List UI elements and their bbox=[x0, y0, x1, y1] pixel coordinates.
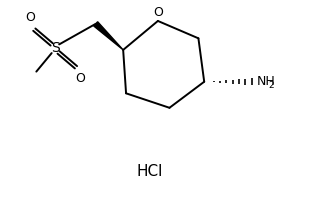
Text: NH: NH bbox=[256, 75, 275, 88]
Text: 2: 2 bbox=[268, 81, 274, 90]
Polygon shape bbox=[94, 22, 123, 50]
Text: O: O bbox=[26, 11, 35, 24]
Text: S: S bbox=[51, 41, 60, 55]
Text: O: O bbox=[153, 6, 163, 19]
Text: O: O bbox=[75, 72, 85, 85]
Text: HCl: HCl bbox=[136, 164, 162, 179]
